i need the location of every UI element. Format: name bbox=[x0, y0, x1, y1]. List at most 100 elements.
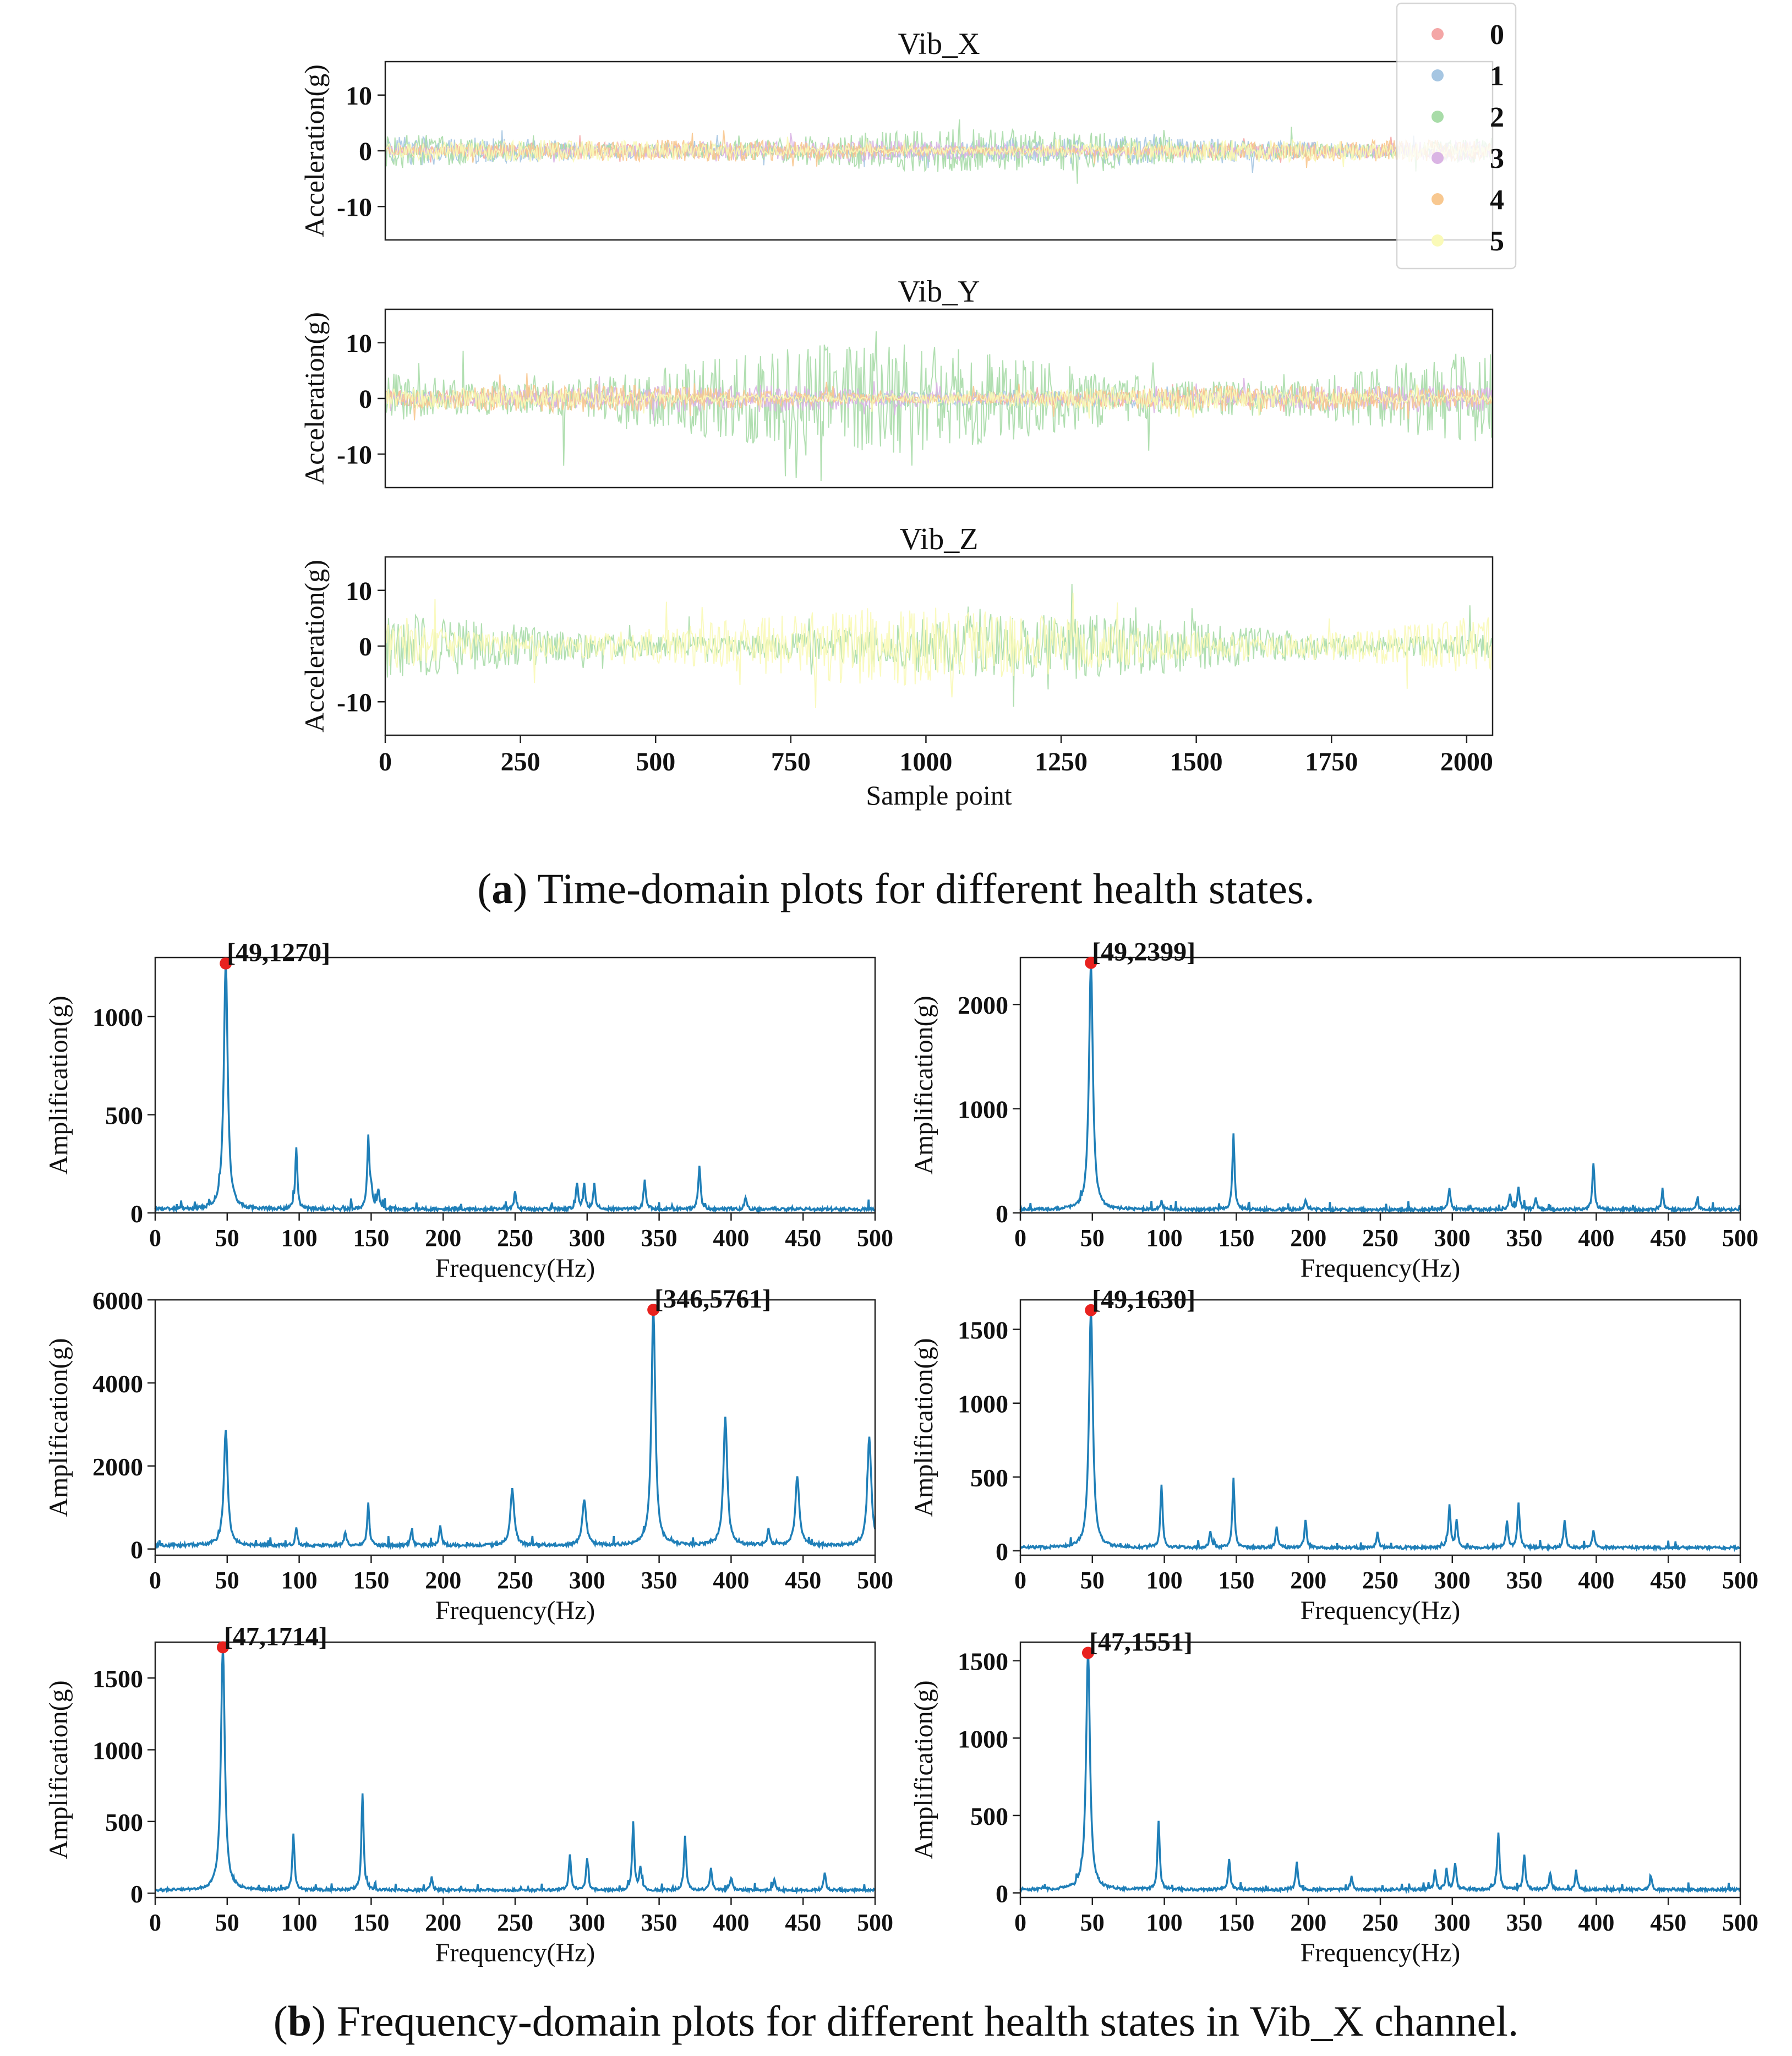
spectrum-plot-1: [49,1270] 0 500 1000 Amplification(g) 0 50 100 1… bbox=[44, 938, 893, 1283]
legend-marker-5 bbox=[1432, 234, 1444, 247]
x-tick-label: 150 bbox=[353, 1567, 389, 1594]
peak-label: [47,1714] bbox=[224, 1622, 327, 1651]
x-tick-label: 450 bbox=[785, 1567, 821, 1594]
x-tick-label: 200 bbox=[1290, 1224, 1326, 1251]
spectrum-plot-4: [49,1630] 0 500 1000 1500 Amplification(g) 0 50… bbox=[909, 1285, 1758, 1625]
y-tick-label: 0 bbox=[996, 1538, 1008, 1566]
legend-marker-1 bbox=[1432, 69, 1444, 81]
y-tick-label: 0 bbox=[996, 1880, 1008, 1908]
x-tick-label: 450 bbox=[785, 1224, 821, 1251]
x-tick-label: 400 bbox=[1578, 1224, 1614, 1251]
y-tick-label: 1000 bbox=[92, 1003, 143, 1031]
peak-label: [49,2399] bbox=[1092, 938, 1195, 967]
y-axis-label: Amplification(g) bbox=[44, 1338, 73, 1517]
legend-label-1: 1 bbox=[1490, 61, 1504, 92]
y-tick-label: 0 bbox=[130, 1200, 143, 1228]
legend-label-4: 4 bbox=[1490, 184, 1504, 216]
y-axis-label: Acceleration(g) bbox=[299, 560, 330, 732]
peak-label: [49,1270] bbox=[227, 938, 330, 967]
axes-frame bbox=[154, 956, 876, 1214]
x-tick-label: 450 bbox=[1650, 1567, 1686, 1594]
y-tick-label: 1500 bbox=[958, 1316, 1008, 1344]
x-tick-label: 300 bbox=[1434, 1909, 1471, 1936]
y-tick-label: 1000 bbox=[958, 1725, 1008, 1753]
x-tick-label: 200 bbox=[425, 1909, 461, 1936]
y-tick-label: 10 bbox=[346, 81, 372, 111]
axes-frame bbox=[1019, 1299, 1741, 1556]
x-tick-label: 300 bbox=[569, 1909, 605, 1936]
x-tick-label: 1250 bbox=[1035, 747, 1088, 777]
legend-label-5: 5 bbox=[1490, 226, 1504, 257]
x-tick-label: 0 bbox=[149, 1567, 161, 1594]
legend-label-2: 2 bbox=[1490, 102, 1504, 133]
y-tick-label: 10 bbox=[346, 329, 372, 358]
x-tick-label: 400 bbox=[713, 1909, 749, 1936]
x-tick-label: 300 bbox=[1434, 1567, 1471, 1594]
x-tick-label: 500 bbox=[636, 747, 675, 777]
x-axis-label: Frequency(Hz) bbox=[435, 1938, 595, 1967]
x-tick-label: 1500 bbox=[1170, 747, 1223, 777]
y-tick-label: 0 bbox=[130, 1880, 143, 1908]
y-tick-label: 0 bbox=[359, 385, 372, 414]
peak-marker bbox=[1085, 1304, 1097, 1316]
y-tick-label: 1500 bbox=[958, 1648, 1008, 1676]
x-tick-label: 50 bbox=[215, 1567, 239, 1594]
x-tick-label: 250 bbox=[1362, 1909, 1398, 1936]
x-tick-label: 150 bbox=[353, 1224, 389, 1251]
x-tick-label: 150 bbox=[1218, 1567, 1254, 1594]
axes-frame bbox=[1019, 1641, 1741, 1899]
spectrum-plot-2: [49,2399] 0 1000 2000 Amplification(g) 0 50 100… bbox=[909, 938, 1758, 1283]
y-tick-label: -10 bbox=[337, 440, 372, 469]
axes-frame bbox=[1019, 956, 1741, 1214]
x-tick-label: 200 bbox=[425, 1567, 461, 1594]
x-tick-label: 100 bbox=[1146, 1909, 1183, 1936]
x-tick-label: 500 bbox=[1722, 1567, 1758, 1594]
x-tick-label: 250 bbox=[497, 1224, 533, 1251]
y-tick-label: 1000 bbox=[92, 1737, 143, 1765]
x-tick-label: 250 bbox=[497, 1909, 533, 1936]
peak-marker bbox=[647, 1304, 660, 1316]
x-tick-label: 0 bbox=[1014, 1567, 1026, 1594]
peak-label: [49,1630] bbox=[1092, 1285, 1195, 1314]
y-axis-label: Amplification(g) bbox=[44, 1680, 73, 1859]
y-tick-label: 6000 bbox=[92, 1287, 143, 1315]
y-axis-label: Amplification(g) bbox=[44, 996, 73, 1174]
y-tick-label: -10 bbox=[337, 688, 372, 717]
y-tick-label: 0 bbox=[130, 1536, 143, 1564]
x-axis-label: Sample point bbox=[866, 780, 1012, 811]
x-tick-label: 250 bbox=[501, 747, 540, 777]
x-axis-label: Frequency(Hz) bbox=[435, 1596, 595, 1625]
y-axis-label: Amplification(g) bbox=[909, 1680, 938, 1859]
y-tick-label: 4000 bbox=[92, 1370, 143, 1398]
x-tick-label: 50 bbox=[215, 1224, 239, 1251]
x-tick-label: 1750 bbox=[1305, 747, 1358, 777]
x-tick-label: 500 bbox=[857, 1567, 893, 1594]
y-tick-label: 0 bbox=[996, 1200, 1008, 1228]
x-tick-label: 500 bbox=[1722, 1224, 1758, 1251]
spectrum-line bbox=[154, 959, 876, 1215]
x-tick-label: 400 bbox=[713, 1567, 749, 1594]
x-axis-label: Frequency(Hz) bbox=[1301, 1938, 1461, 1967]
legend-box bbox=[1396, 2, 1517, 270]
plot-title: Vib_Y bbox=[898, 275, 980, 309]
y-tick-label: 500 bbox=[970, 1802, 1008, 1830]
x-tick-label: 500 bbox=[857, 1224, 893, 1251]
x-tick-label: 400 bbox=[1578, 1909, 1614, 1936]
spectrum-plot-5: [47,1714] 0 500 1000 1500 Amplification(g) 0 50… bbox=[44, 1622, 893, 1967]
x-tick-label: 150 bbox=[1218, 1909, 1254, 1936]
legend-marker-2 bbox=[1432, 111, 1444, 123]
caption-a-text: ) Time-domain plots for different health… bbox=[513, 865, 1315, 912]
x-axis-label: Frequency(Hz) bbox=[1301, 1254, 1461, 1283]
legend-marker-3 bbox=[1432, 152, 1444, 164]
peak-marker bbox=[220, 957, 232, 970]
x-tick-label: 350 bbox=[641, 1567, 678, 1594]
caption-b-text: ) Frequency-domain plots for different h… bbox=[312, 1997, 1519, 2045]
y-axis-label: Amplification(g) bbox=[909, 1338, 938, 1517]
spectrum-line bbox=[1019, 1649, 1741, 1894]
spectrum-line bbox=[154, 1305, 876, 1550]
y-tick-label: 1000 bbox=[958, 1390, 1008, 1418]
x-tick-label: 250 bbox=[497, 1567, 533, 1594]
x-tick-label: 350 bbox=[1506, 1567, 1543, 1594]
